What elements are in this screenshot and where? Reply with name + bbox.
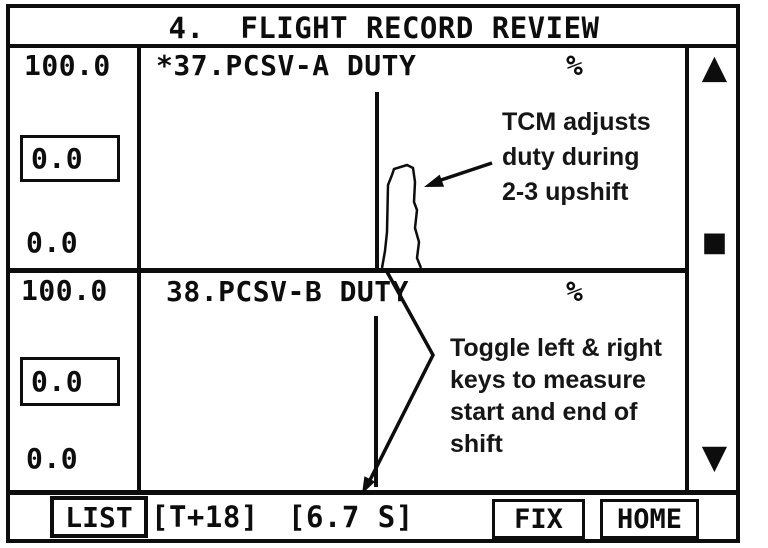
screen-frame [6,4,740,543]
home-button-label: HOME [616,503,683,535]
scroll-thumb-icon: ■ [701,227,728,258]
scroll-down-icon[interactable]: ▼ [701,437,728,476]
ch1-annotation: TCM adjusts duty during 2-3 upshift [502,108,651,213]
ch1-annotation-line: TCM adjusts [502,108,651,136]
ch2-annotation-line: Toggle left & right [450,334,663,362]
title-divider [8,44,740,48]
home-button[interactable]: HOME [600,499,699,539]
ch2-annotation-line: shift [450,430,503,458]
time-readout: [6.7 S] [288,500,414,534]
ch2-annotation-line: keys to measure [450,366,646,394]
page-title: 4. FLIGHT RECORD REVIEW [168,11,600,45]
ch2-annotation: Toggle left & right keys to measure star… [450,334,662,462]
ch1-label: *37.PCSV-A DUTY [156,49,417,82]
ch1-cursor-value: 0.0 [31,141,84,175]
ch1-unit: % [566,49,584,82]
ch1-scale-min: 0.0 [26,226,79,259]
ch2-label: 38.PCSV-B DUTY [166,275,410,308]
ch2-cursor-value-box: 0.0 [20,357,120,406]
ch2-scale-min: 0.0 [26,442,79,475]
bottom-bar-divider [8,490,740,495]
ch2-scale-max: 100.0 [21,274,108,307]
ch2-cursor-value: 0.0 [31,364,84,398]
trigger-readout: [T+18] [151,500,259,534]
ch2-unit: % [566,275,584,308]
list-button[interactable]: LIST [50,496,148,538]
ch1-annotation-line: duty during [502,143,640,171]
ch1-scale-max: 100.0 [24,49,111,82]
list-button-label: LIST [65,500,133,534]
ch1-cursor-value-box: 0.0 [20,135,120,182]
fix-button-label: FIX [514,503,563,535]
scroll-up-icon[interactable]: ▲ [701,47,728,86]
ch1-annotation-line: 2-3 upshift [502,178,629,206]
ch2-annotation-line: start and end of [450,398,638,426]
graph-mid-divider [8,268,689,273]
fix-button[interactable]: FIX [492,499,585,539]
scrollbar-divider [685,48,689,494]
